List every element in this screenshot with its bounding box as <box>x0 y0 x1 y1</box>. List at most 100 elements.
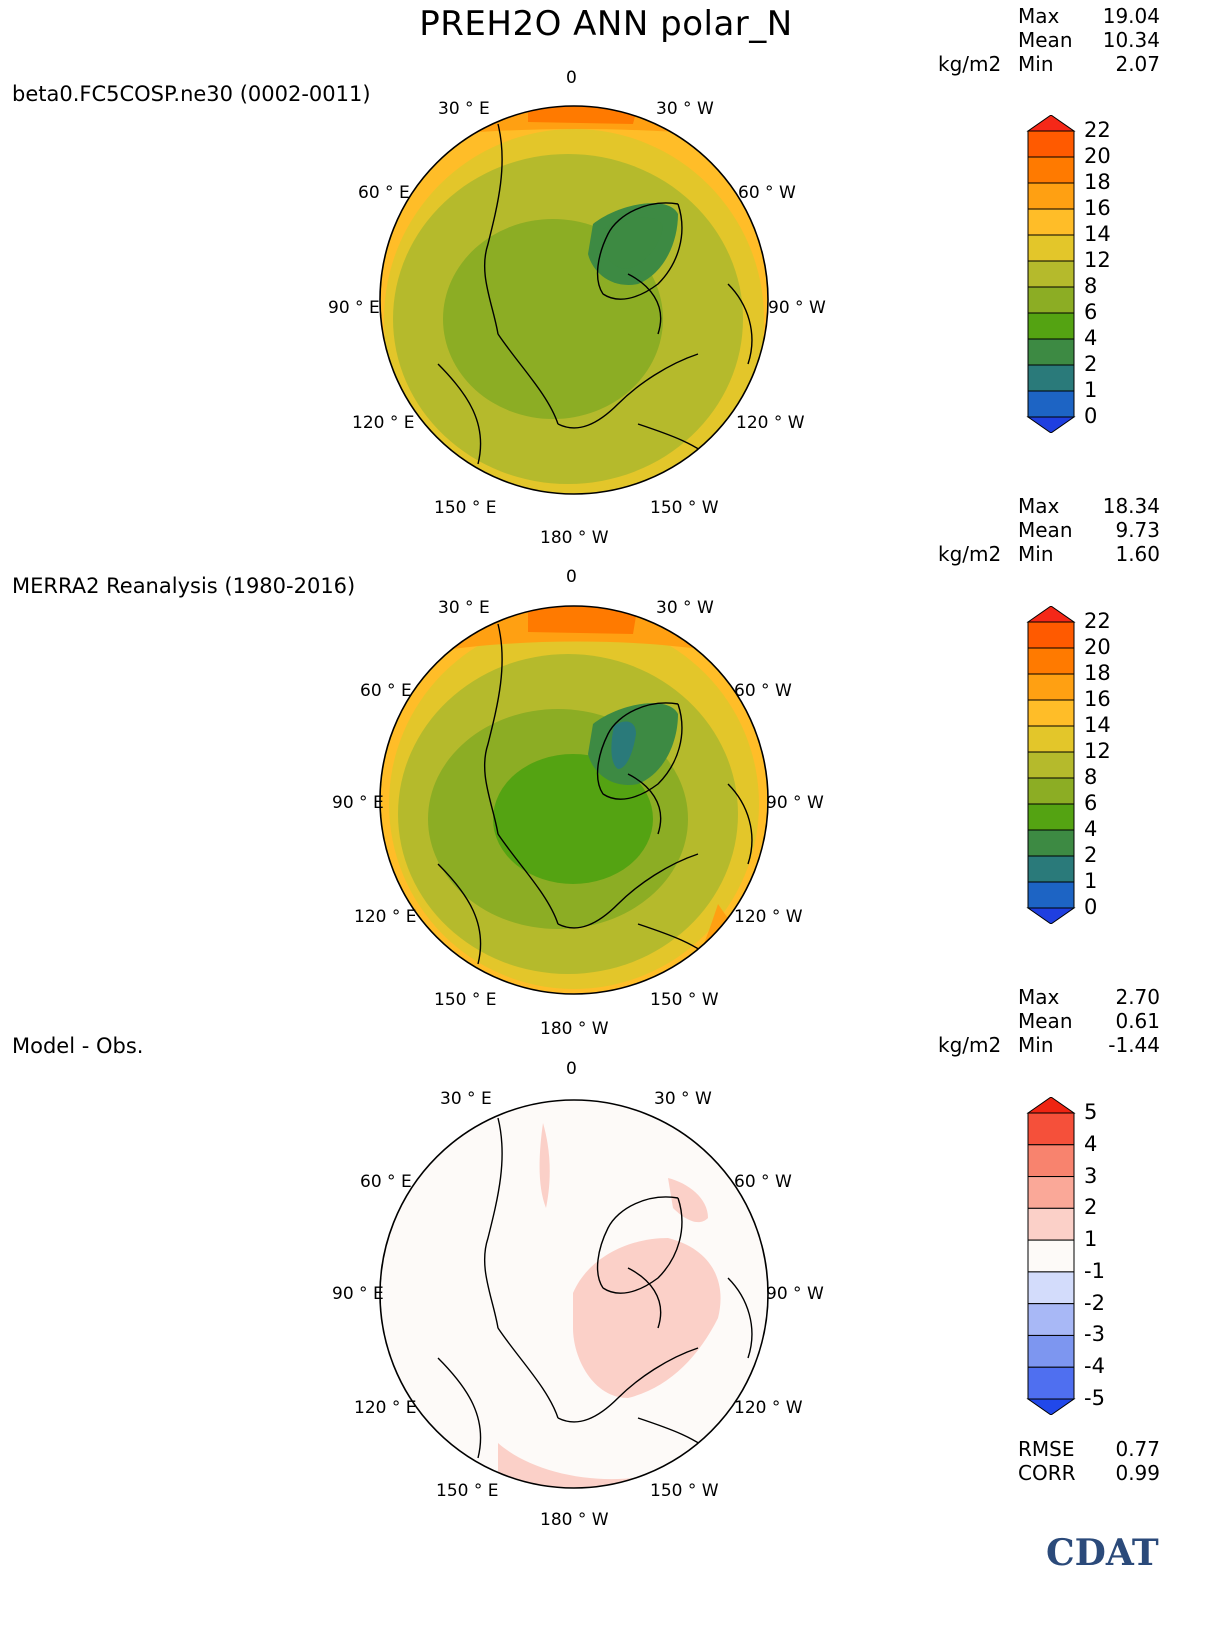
lon-label-150w: 150 ° W <box>650 498 719 518</box>
corr-value: 0.99 <box>1115 1461 1160 1485</box>
lon-label-120e: 120 ° E <box>352 413 415 433</box>
colorbar-swatch <box>1027 390 1075 418</box>
lon-label-180: 180 ° W <box>540 1019 609 1039</box>
lon-label-30w: 30 ° W <box>656 598 714 618</box>
colorbar-swatch <box>1027 699 1075 727</box>
colorbar-tick-label: 0 <box>1084 895 1098 919</box>
colorbar-swatch <box>1027 1303 1075 1336</box>
colorbar-tick-label: 0 <box>1084 404 1098 428</box>
colorbar-arrow-top <box>1026 1097 1076 1114</box>
colorbar-swatch <box>1027 260 1075 288</box>
colorbar-tick-label: -1 <box>1084 1258 1105 1283</box>
lon-label-90w: 90 ° W <box>766 1284 824 1304</box>
panel-label-obs: MERRA2 Reanalysis (1980-2016) <box>12 574 356 598</box>
colorbar-arrow-top <box>1026 606 1076 623</box>
stat-mean-value: 0.61 <box>1115 1009 1160 1033</box>
polar-map-obs <box>379 605 769 995</box>
colorbar-tick-label: 5 <box>1084 1100 1098 1124</box>
colorbar-tick-label: -2 <box>1084 1290 1105 1315</box>
lon-label-0: 0 <box>566 68 577 88</box>
lon-label-30w: 30 ° W <box>654 1089 712 1109</box>
colorbar-tick-label: 22 <box>1084 609 1111 633</box>
stats-diff: Max 2.70 Mean 0.61 kg/m2 Min -1.44 <box>938 985 1160 1057</box>
lon-label-90w: 90 ° W <box>766 793 824 813</box>
colorbar-tick-label: 18 <box>1084 170 1111 194</box>
lon-label-180: 180 ° W <box>540 1510 609 1530</box>
colorbar-swatches <box>1026 606 1076 924</box>
panel-label-diff: Model - Obs. <box>12 1034 144 1058</box>
colorbar-tick-label: 18 <box>1084 661 1111 685</box>
lon-label-60e: 60 ° E <box>360 681 412 701</box>
colorbar-tick-label: 16 <box>1084 196 1111 220</box>
rmse-value: 0.77 <box>1115 1437 1160 1461</box>
lon-label-90e: 90 ° E <box>328 298 380 318</box>
stat-min-value: 1.60 <box>1115 542 1160 566</box>
stat-mean-label: Mean <box>1018 28 1073 52</box>
colorbar-obs: 22 20 18 16 14 12 8 6 4 2 1 0 <box>1026 606 1176 924</box>
colorbar-tick-label: 12 <box>1084 739 1111 763</box>
stat-mean-label: Mean <box>1018 518 1073 542</box>
stat-max-value: 18.34 <box>1102 494 1160 518</box>
stat-mean-label: Mean <box>1018 1009 1073 1033</box>
colorbar-tick-label: 6 <box>1084 300 1098 324</box>
colorbar-tick-label: 4 <box>1084 1131 1098 1156</box>
colorbar-swatch <box>1027 777 1075 805</box>
lon-label-60e: 60 ° E <box>358 183 410 203</box>
colorbar-swatch <box>1027 312 1075 340</box>
lon-label-60w: 60 ° W <box>734 1172 792 1192</box>
colorbar-tick-label: 4 <box>1084 817 1098 841</box>
colorbar-tick-label: 12 <box>1084 248 1111 272</box>
lon-label-30e: 30 ° E <box>440 1089 492 1109</box>
colorbar-tick-label: -5 <box>1084 1386 1105 1410</box>
colorbar-swatch <box>1027 881 1075 909</box>
lon-label-150w: 150 ° W <box>650 1481 719 1501</box>
colorbar-swatch <box>1027 182 1075 210</box>
panel-label-model: beta0.FC5COSP.ne30 (0002-0011) <box>12 82 371 106</box>
lon-label-150w: 150 ° W <box>650 990 719 1010</box>
colorbar-swatch <box>1027 1112 1075 1146</box>
colorbar-tick-label: 8 <box>1084 274 1098 298</box>
lon-label-120e: 120 ° E <box>354 1398 417 1418</box>
colorbar-tick-label: 1 <box>1084 1227 1098 1252</box>
colorbar-swatch <box>1027 855 1075 883</box>
stat-max-value: 19.04 <box>1102 4 1160 28</box>
colorbar-swatch <box>1027 1239 1075 1273</box>
lon-label-60e: 60 ° E <box>360 1172 412 1192</box>
colorbar-tick-label: 2 <box>1084 1195 1098 1220</box>
lon-label-90w: 90 ° W <box>768 298 826 318</box>
lon-label-120w: 120 ° W <box>734 907 803 927</box>
colorbar-tick-label: 6 <box>1084 791 1098 815</box>
colorbar-swatch <box>1027 338 1075 366</box>
cdat-logo: CDAT <box>1046 1532 1159 1574</box>
lon-label-150e: 150 ° E <box>434 990 497 1010</box>
stat-min-label: Min <box>1018 52 1054 76</box>
colorbar-swatch <box>1027 1334 1075 1368</box>
colorbar-swatch <box>1027 1271 1075 1305</box>
corr-label: CORR <box>1018 1461 1076 1485</box>
stat-unit: kg/m2 <box>938 1033 1002 1057</box>
lon-label-60w: 60 ° W <box>734 681 792 701</box>
colorbar-swatch <box>1027 621 1075 649</box>
lon-label-60w: 60 ° W <box>738 183 796 203</box>
stat-min-label: Min <box>1018 1033 1054 1057</box>
colorbar-swatch <box>1027 234 1075 262</box>
colorbar-tick-label: 4 <box>1084 326 1098 350</box>
stat-min-label: Min <box>1018 542 1054 566</box>
colorbar-tick-label: 1 <box>1084 378 1098 402</box>
lon-label-180: 180 ° W <box>540 528 609 548</box>
stats-model: Max 19.04 Mean 10.34 kg/m2 Min 2.07 <box>938 4 1160 76</box>
colorbar-tick-label: 8 <box>1084 765 1098 789</box>
stat-max-label: Max <box>1018 4 1060 28</box>
lon-label-90e: 90 ° E <box>332 793 384 813</box>
colorbar-swatch <box>1027 208 1075 236</box>
colorbar-swatch <box>1027 1144 1075 1178</box>
colorbar-model: 22 20 18 16 14 12 8 6 4 2 1 0 <box>1026 115 1176 433</box>
figure-title: PREH2O ANN polar_N <box>419 4 793 44</box>
colorbar-tick-label: 20 <box>1084 635 1111 659</box>
colorbar-tick-label: 22 <box>1084 118 1111 142</box>
stat-unit: kg/m2 <box>938 542 1002 566</box>
lon-label-120w: 120 ° W <box>734 1398 803 1418</box>
lon-label-30e: 30 ° E <box>438 598 490 618</box>
colorbar-tick-label: -4 <box>1084 1354 1105 1379</box>
colorbar-swatches <box>1026 115 1076 433</box>
